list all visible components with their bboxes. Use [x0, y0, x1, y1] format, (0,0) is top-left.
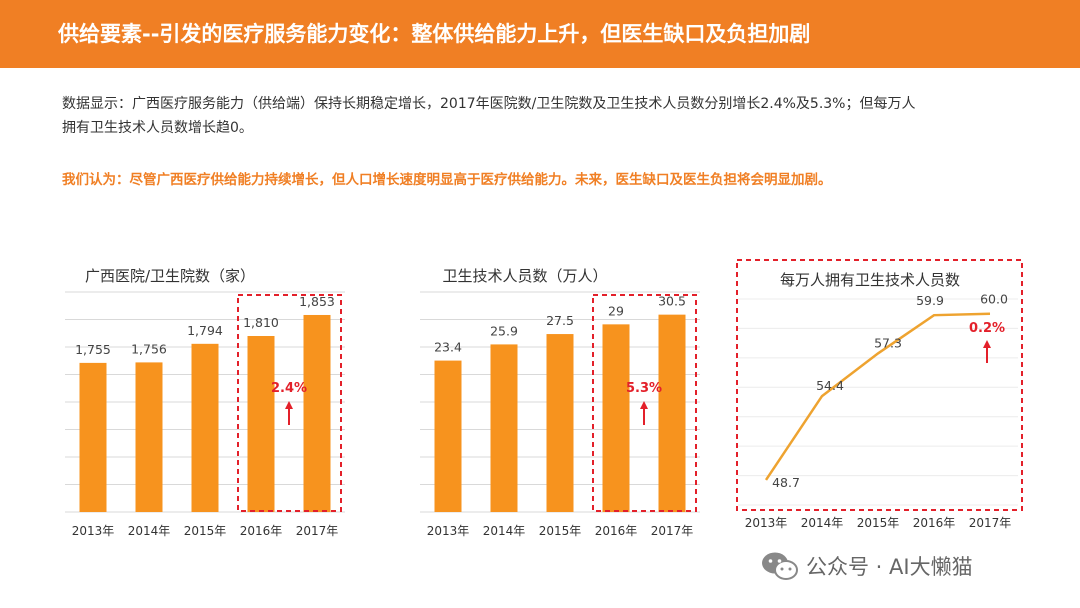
highlight-box	[736, 259, 1023, 511]
bar	[303, 314, 331, 512]
x-tick-label: 2014年	[128, 524, 171, 538]
data-label: 30.5	[658, 294, 686, 309]
bar	[247, 336, 275, 512]
description-line-1: 数据显示：广西医疗服务能力（供给端）保持长期稳定增长，2017年医院数/卫生院数…	[62, 96, 916, 112]
x-tick-label: 2013年	[745, 516, 788, 530]
bar	[191, 343, 219, 512]
x-tick-label: 2017年	[296, 524, 339, 538]
chart-svg: 卫生技术人员数（万人） 23.4 2013年 25.9 2014年 27.5 2015年 29…	[420, 267, 700, 538]
bar	[658, 314, 686, 512]
highlight-box	[592, 294, 697, 512]
growth-label: 0.2%	[969, 321, 1005, 336]
bar	[79, 362, 107, 512]
data-label: 1,794	[187, 323, 223, 338]
x-tick-label: 2013年	[427, 524, 470, 538]
watermark: 公众号 · AI大懒猫	[760, 550, 973, 582]
data-label: 1,756	[131, 341, 167, 356]
x-tick-label: 2017年	[651, 524, 694, 538]
description: 数据显示：广西医疗服务能力（供给端）保持长期稳定增长，2017年医院数/卫生院数…	[62, 92, 1022, 140]
workers-per-10k-chart: 每万人拥有卫生技术人员数 48.7 2013年 54.4 2014年 57.3 2015年 5…	[730, 255, 1030, 545]
header-bar: 供给要素--引发的医疗服务能力变化：整体供给能力上升，但医生缺口及负担加剧	[0, 0, 1080, 68]
data-label: 25.9	[490, 323, 518, 338]
bar	[434, 360, 462, 512]
data-label: 59.9	[916, 293, 944, 308]
data-label: 57.3	[874, 335, 902, 350]
up-arrow-icon	[285, 401, 293, 425]
bar	[602, 324, 630, 512]
data-label: 1,810	[243, 315, 279, 330]
data-label: 48.7	[772, 475, 800, 490]
health-worker-chart: 卫生技术人员数（万人） 23.4 2013年 25.9 2014年 27.5 2015年 29…	[395, 255, 715, 545]
bar	[546, 334, 574, 512]
data-label: 1,755	[75, 342, 111, 357]
x-tick-label: 2016年	[240, 524, 283, 538]
x-tick-label: 2013年	[72, 524, 115, 538]
x-tick-label: 2016年	[913, 516, 956, 530]
wechat-icon	[762, 552, 798, 580]
x-tick-label: 2014年	[483, 524, 526, 538]
bar	[490, 344, 518, 512]
chart-title: 卫生技术人员数（万人）	[442, 267, 607, 285]
growth-label: 5.3%	[626, 381, 662, 396]
growth-label: 2.4%	[271, 381, 307, 396]
data-label: 1,853	[299, 294, 335, 309]
data-label: 29	[608, 303, 624, 318]
x-tick-label: 2014年	[801, 516, 844, 530]
x-tick-label: 2015年	[857, 516, 900, 530]
highlight-box	[237, 294, 342, 512]
data-label: 54.4	[816, 378, 844, 393]
x-tick-label: 2016年	[595, 524, 638, 538]
data-label: 60.0	[980, 292, 1008, 307]
chart-title: 广西医院/卫生院数（家）	[85, 267, 255, 285]
chart-title: 每万人拥有卫生技术人员数	[780, 271, 960, 289]
chart-svg: 广西医院/卫生院数（家） 1,755 2013年 1,756 2014年 1,794 201…	[65, 267, 345, 538]
watermark-text: 公众号 · AI大懒猫	[806, 555, 973, 579]
chart-svg: 每万人拥有卫生技术人员数 48.7 2013年 54.4 2014年 57.3 2015年 5…	[736, 259, 1023, 530]
page-title: 供给要素--引发的医疗服务能力变化：整体供给能力上升，但医生缺口及负担加剧	[58, 22, 811, 46]
x-tick-label: 2015年	[184, 524, 227, 538]
x-tick-label: 2017年	[969, 516, 1012, 530]
up-arrow-icon	[640, 401, 648, 425]
data-label: 23.4	[434, 340, 462, 355]
x-tick-label: 2015年	[539, 524, 582, 538]
bar	[135, 362, 163, 512]
conclusion-text: 我们认为：尽管广西医疗供给能力持续增长，但人口增长速度明显高于医疗供给能力。未来…	[62, 172, 832, 188]
up-arrow-icon	[983, 340, 991, 363]
hospital-count-chart: 广西医院/卫生院数（家） 1,755 2013年 1,756 2014年 1,794 201…	[40, 255, 360, 545]
data-label: 27.5	[546, 313, 574, 328]
description-line-2: 拥有卫生技术人员数增长趋0。	[62, 120, 253, 136]
